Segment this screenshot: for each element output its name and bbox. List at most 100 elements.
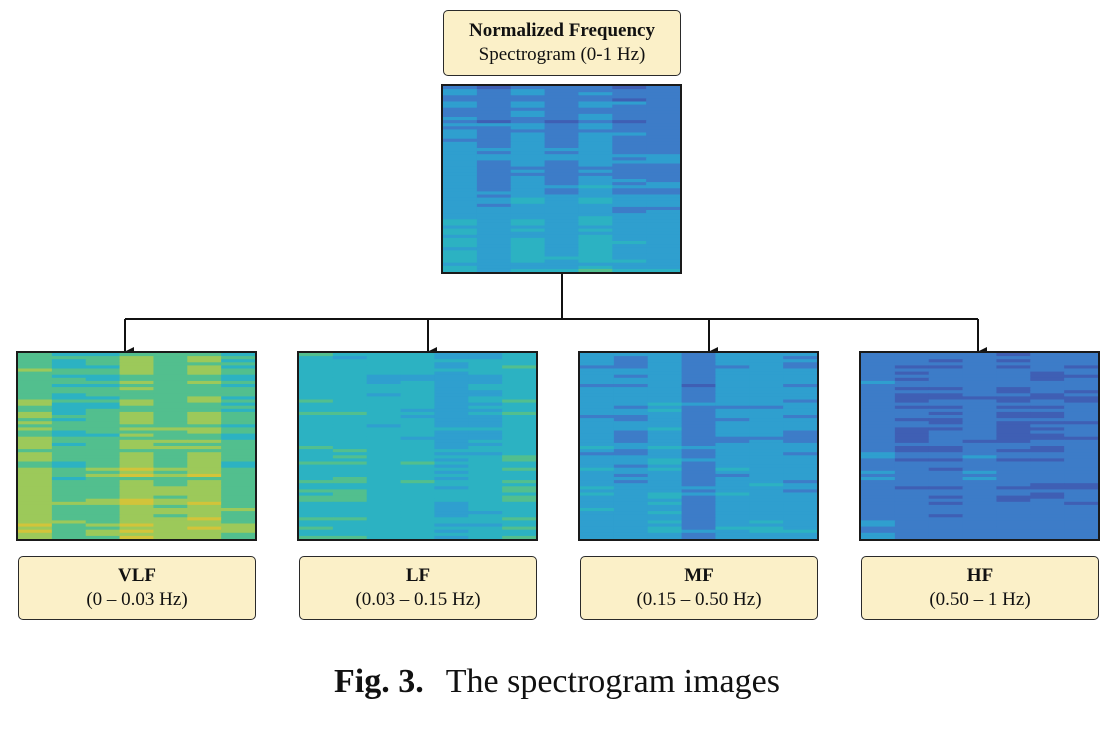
- spectrogram-cell: [1064, 362, 1098, 366]
- spectrogram-cell: [502, 405, 536, 410]
- spectrogram-cell: [400, 399, 436, 404]
- spectrogram-cell: [400, 393, 436, 397]
- spectrogram-cell: [51, 408, 87, 413]
- spectrogram-cell: [681, 520, 717, 525]
- spectrogram-cell: [612, 256, 647, 261]
- spectrogram-cell: [962, 477, 998, 481]
- spectrogram-cell: [153, 495, 188, 500]
- spectrogram-cell: [366, 408, 402, 413]
- spectrogram-cell: [928, 411, 964, 416]
- spectrogram-cell: [894, 473, 930, 478]
- spectrogram-cell: [578, 259, 613, 264]
- spectrogram-cell: [443, 175, 478, 180]
- spectrogram-cell: [51, 501, 87, 506]
- spectrogram-cell: [646, 98, 680, 103]
- spectrogram-cell: [894, 523, 930, 528]
- spectrogram-cell: [580, 473, 615, 478]
- spectrogram-cell: [996, 384, 1031, 388]
- spectrogram-cell: [443, 89, 478, 93]
- spectrogram-cell: [221, 520, 255, 525]
- spectrogram-cell: [1030, 414, 1065, 419]
- spectrogram-cell: [502, 371, 536, 376]
- spectrogram-cell: [613, 380, 649, 385]
- spectrogram-cell: [85, 523, 121, 528]
- spectrogram-cell: [612, 203, 647, 208]
- spectrogram-cell: [612, 172, 647, 177]
- spectrogram-cell: [85, 514, 121, 518]
- spectrogram-cell: [681, 470, 717, 475]
- spectrogram-cell: [612, 166, 647, 171]
- spectrogram-cell: [647, 402, 683, 407]
- spectrogram-cell: [996, 424, 1031, 428]
- spectrogram-cell: [894, 368, 930, 373]
- spectrogram-cell: [613, 359, 649, 363]
- spectrogram-cell: [1064, 436, 1098, 441]
- spectrogram-cell: [119, 433, 155, 438]
- spectrogram-cell: [85, 439, 121, 444]
- spectrogram-cell: [783, 393, 817, 397]
- spectrogram-cell: [928, 353, 964, 357]
- top-label-subtitle: Spectrogram (0-1 Hz): [478, 44, 646, 65]
- spectrogram-cell: [928, 362, 964, 366]
- spectrogram-cell: [861, 458, 896, 463]
- spectrogram-cell: [749, 356, 784, 360]
- spectrogram-cell: [502, 449, 536, 453]
- spectrogram-cell: [221, 495, 255, 500]
- spectrogram-cell: [613, 461, 649, 466]
- spectrogram-cell: [502, 523, 536, 528]
- spectrogram-cell: [928, 399, 964, 404]
- spectrogram-cell: [861, 507, 896, 512]
- spectrogram-vlf: [16, 351, 257, 541]
- spectrogram-cell: [510, 200, 546, 205]
- spectrogram-cell: [1030, 511, 1065, 515]
- spectrogram-cell: [366, 501, 402, 506]
- spectrogram-cell: [962, 396, 998, 401]
- spectrogram-cell: [119, 486, 155, 490]
- spectrogram-cell: [434, 418, 469, 422]
- spectrogram-cell: [221, 359, 255, 363]
- spectrogram-cell: [299, 449, 334, 453]
- spectrogram-cell: [18, 436, 53, 441]
- spectrogram-cell: [861, 414, 896, 419]
- spectrogram-cell: [1030, 396, 1065, 401]
- spectrogram-cell: [580, 526, 615, 531]
- spectrogram-cell: [51, 449, 87, 453]
- spectrogram-cell: [85, 368, 121, 373]
- spectrogram-cell: [612, 244, 647, 248]
- spectrogram-cell: [119, 411, 155, 416]
- spectrogram-cell: [366, 393, 402, 397]
- spectrogram-cell: [647, 427, 683, 432]
- spectrogram-cell: [85, 455, 121, 459]
- spectrogram-cell: [681, 495, 717, 500]
- spectrogram-cell: [119, 439, 155, 444]
- spectrogram-cell: [299, 442, 334, 447]
- spectrogram-cell: [119, 390, 155, 394]
- spectrogram-cell: [647, 486, 683, 490]
- spectrogram-cell: [783, 449, 817, 453]
- spectrogram-cell: [510, 216, 546, 220]
- spectrogram-cell: [434, 365, 469, 370]
- spectrogram-cell: [996, 368, 1031, 373]
- spectrogram-cell: [468, 408, 503, 413]
- spectrogram-cell: [894, 380, 930, 385]
- spectrogram-cell: [400, 511, 436, 515]
- spectrogram-cell: [646, 120, 680, 124]
- spectrogram-cell: [715, 439, 750, 444]
- spectrogram-cell: [85, 535, 121, 539]
- spectrogram-cell: [221, 439, 255, 444]
- spectrogram-hf: [859, 351, 1100, 541]
- spectrogram-cell: [400, 449, 436, 453]
- spectrogram-cell: [18, 402, 53, 407]
- spectrogram-cell: [861, 535, 896, 539]
- spectrogram-cell: [443, 117, 478, 121]
- spectrogram-cell: [299, 452, 334, 456]
- spectrogram-cell: [894, 390, 930, 394]
- spectrogram-cell: [578, 95, 613, 99]
- spectrogram-cell: [510, 147, 546, 152]
- spectrogram-cell: [366, 498, 402, 503]
- spectrogram-cell: [783, 498, 817, 503]
- spectrogram-cell: [1064, 526, 1098, 531]
- spectrogram-cell: [783, 458, 817, 463]
- spectrogram-cell: [715, 495, 750, 500]
- spectrogram-cell: [221, 356, 255, 360]
